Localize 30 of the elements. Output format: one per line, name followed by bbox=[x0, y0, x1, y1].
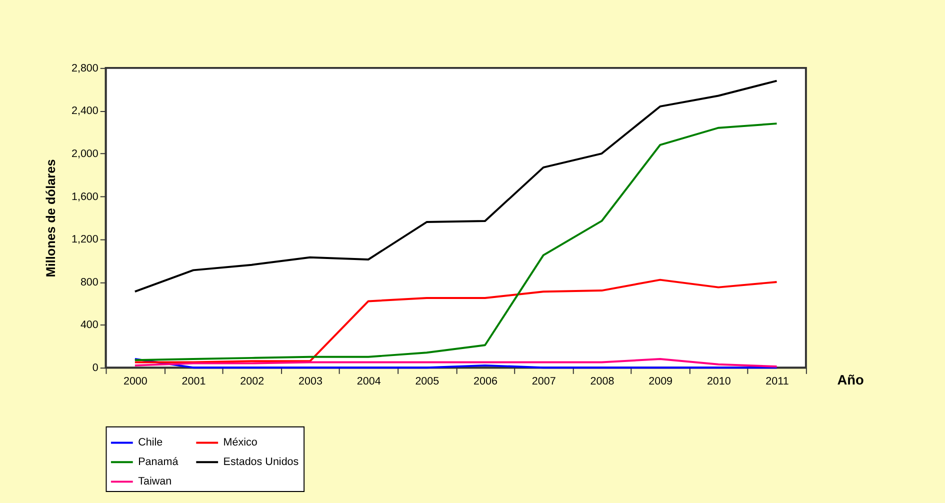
x-tick-label: 2004 bbox=[356, 376, 381, 388]
x-tick-label: 2002 bbox=[240, 376, 264, 388]
y-tick-label: 0 bbox=[92, 362, 98, 374]
y-tick-label: 800 bbox=[80, 276, 98, 288]
line-series bbox=[134, 278, 778, 364]
x-tick-label: 2009 bbox=[648, 376, 673, 388]
y-axis-title: Millones de dólares bbox=[42, 159, 58, 278]
x-tick-label: 2006 bbox=[474, 376, 498, 388]
x-tick-label: 2005 bbox=[415, 376, 440, 388]
x-tick-label: 2003 bbox=[298, 376, 322, 388]
legend-label: Chile bbox=[138, 436, 163, 449]
y-tick-label: 400 bbox=[80, 319, 98, 332]
legend-label: México bbox=[223, 436, 258, 449]
x-tick-label: 2001 bbox=[182, 376, 206, 388]
x-tick-label: 2011 bbox=[766, 376, 789, 388]
line-series bbox=[134, 122, 778, 362]
y-tick-label: 2,400 bbox=[71, 105, 98, 118]
legend-label: Panamá bbox=[138, 456, 178, 468]
x-tick-label: 2010 bbox=[706, 376, 731, 388]
y-tick-label: 1,600 bbox=[71, 190, 98, 203]
legend-label: Taiwan bbox=[138, 476, 172, 488]
y-tick-label: 2,800 bbox=[71, 62, 98, 74]
x-tick-label: 2007 bbox=[532, 376, 556, 388]
legend-label: Estados Unidos bbox=[223, 456, 299, 468]
x-tick-label: 2008 bbox=[590, 376, 614, 388]
y-tick-label: 2,000 bbox=[71, 148, 98, 160]
x-axis-title: Año bbox=[837, 372, 864, 388]
line-series bbox=[134, 80, 778, 293]
y-tick-label: 1,200 bbox=[71, 234, 98, 246]
x-tick-label: 2000 bbox=[123, 376, 148, 388]
